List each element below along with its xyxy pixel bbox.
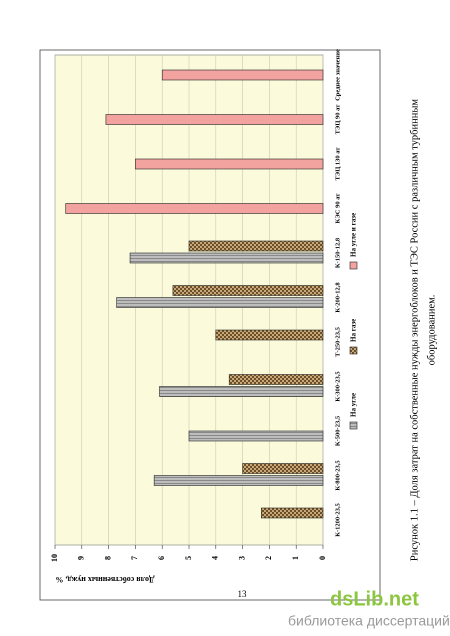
bar <box>215 329 324 341</box>
y-tick-label: 3 <box>237 556 246 560</box>
category-label: К-200-12,8 <box>334 282 341 313</box>
legend-label: На угле <box>350 393 358 417</box>
bar <box>153 475 324 486</box>
bar <box>172 285 324 296</box>
bar <box>159 386 324 397</box>
y-tick-label: 4 <box>211 556 220 560</box>
category-label: КЭС 90 ат <box>334 193 341 224</box>
y-tick-label: 6 <box>157 556 166 560</box>
legend-swatch <box>349 346 358 355</box>
y-tick-label: 2 <box>264 556 273 560</box>
legend-label: На угле и газе <box>350 213 358 257</box>
category-label: ТЭЦ 130 ат <box>334 147 341 181</box>
category-label: К-800-23,5 <box>334 460 341 491</box>
legend-label: На газе <box>350 319 358 342</box>
chart-frame <box>39 49 381 601</box>
caption-line: Рисунок 1.1 – Доля затрат на собственные… <box>409 99 420 561</box>
bar <box>116 297 324 308</box>
category-label: К-150-12,8 <box>334 237 341 268</box>
y-tick-label: 1 <box>291 556 300 560</box>
watermark-title: dsLib.net <box>330 588 419 610</box>
category-label: К-500-23,5 <box>334 415 341 446</box>
caption-line: оборудованием. <box>426 295 437 366</box>
bar <box>129 252 324 264</box>
bar <box>161 69 324 81</box>
category-label: ТЭЦ 90 ат <box>334 104 341 135</box>
legend-swatch <box>349 261 358 270</box>
y-tick-label: 0 <box>318 556 327 560</box>
bar <box>188 430 324 442</box>
bar <box>261 507 324 519</box>
bar <box>242 463 324 474</box>
axis-title: Доля собственных нужд, % <box>56 575 155 584</box>
y-tick-label: 9 <box>77 556 86 560</box>
bar <box>228 374 324 385</box>
category-label: К-300-23,5 <box>334 371 341 402</box>
bar <box>135 158 324 170</box>
bar <box>65 203 324 214</box>
y-tick-label: 5 <box>184 556 193 560</box>
category-label: К-1200-23,5 <box>334 503 341 537</box>
category-label: Среднее значение <box>334 49 341 101</box>
bar <box>105 114 324 125</box>
y-tick-label: 8 <box>103 556 112 560</box>
watermark-subtitle: библиотека диссертаций <box>288 613 450 629</box>
page-number: 13 <box>238 589 248 599</box>
y-tick-label: 10 <box>50 554 59 562</box>
legend-swatch <box>349 421 358 430</box>
y-tick-label: 7 <box>130 556 139 560</box>
bar <box>188 240 324 252</box>
category-label: Т-250-23,5 <box>334 326 341 357</box>
